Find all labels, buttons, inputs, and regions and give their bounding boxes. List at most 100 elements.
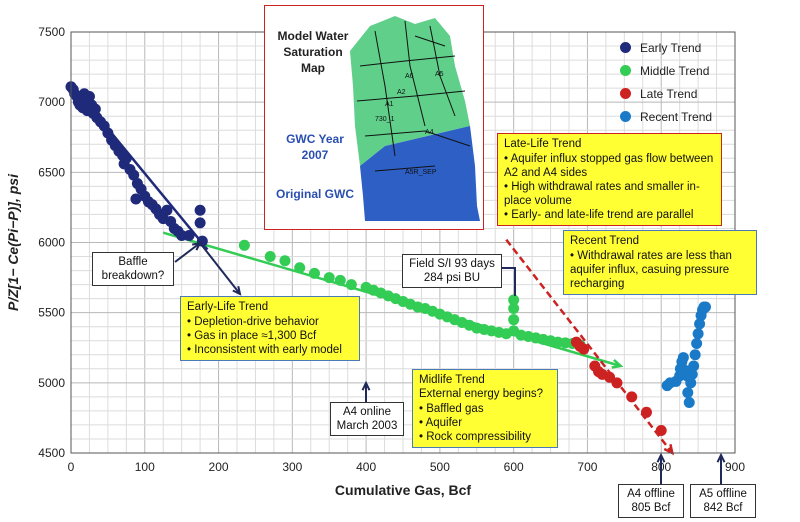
- y-tick-label: 4500: [38, 446, 65, 460]
- legend-label: Late Trend: [640, 86, 698, 101]
- a4-online-arrow-head: [361, 380, 371, 391]
- point-recent-trend: [694, 318, 706, 330]
- point-recent-trend: [682, 387, 694, 399]
- callout-bullet: Aquifer: [419, 416, 551, 430]
- legend-label: Middle Trend: [640, 63, 710, 78]
- a5-offline-line2: 842 Bcf: [703, 502, 743, 514]
- map-fault-lines: [356, 20, 471, 172]
- legend-marker: [620, 88, 631, 99]
- legend-label: Recent Trend: [640, 109, 713, 124]
- map-well-label: A1: [385, 101, 394, 108]
- x-tick-label: 700: [577, 460, 597, 474]
- midlife-trend-callout: Midlife Trend External energy begins? Ba…: [412, 369, 558, 448]
- a5-offline-label: A5 offline 842 Bcf: [690, 484, 756, 518]
- y-tick-label: 6000: [38, 236, 65, 250]
- baffle-arrow: [174, 242, 201, 263]
- early-life-trend-callout: Early-Life Trend Depletion-drive behavio…: [180, 296, 360, 361]
- y-tick-label: 6500: [38, 165, 65, 179]
- point-late-trend: [655, 425, 667, 437]
- callout-bullet: Rock compressibility: [419, 430, 551, 444]
- y-axis-title: P/Z[1− Ce(Pi−P)], psi: [5, 173, 21, 311]
- callout-bullets: Depletion-drive behavior Gas in place ≈1…: [187, 315, 353, 357]
- legend-label: Early Trend: [640, 40, 702, 55]
- callout-title: Late-Life Trend: [504, 138, 582, 150]
- point-recent-trend: [677, 352, 689, 364]
- legend-item-early: Early Trend: [620, 36, 712, 59]
- map-graphic: A6 A5 A2 730_1 A4 A5R_SEP A1: [350, 16, 480, 221]
- point-recent-trend: [685, 377, 697, 389]
- map-well-label: A5R_SEP: [405, 169, 437, 176]
- point-early-trend: [161, 204, 173, 216]
- y-tick-labels: 4500 5000 5500 6000 6500 7000 7500: [38, 25, 65, 460]
- x-tick-label: 900: [725, 460, 745, 474]
- legend-item-recent: Recent Trend: [620, 105, 712, 128]
- point-recent-trend: [686, 368, 698, 380]
- x-tick-label: 0: [68, 460, 75, 474]
- point-middle-trend: [508, 314, 520, 326]
- x-tick-label: 500: [430, 460, 450, 474]
- a4-online-label: A4 online March 2003: [330, 402, 404, 436]
- early-life-arrow-head: [232, 285, 242, 296]
- map-well-label: A2: [397, 89, 406, 96]
- map-well-label: 730_1: [375, 116, 395, 123]
- callout-bullet: Baffled gas: [419, 402, 551, 416]
- point-middle-trend: [508, 294, 520, 306]
- a4-online-line2: March 2003: [336, 420, 398, 432]
- callout-bullet: Depletion-drive behavior: [187, 315, 353, 329]
- callout-bullets: Baffled gas Aquifer Rock compressibility: [419, 402, 551, 444]
- legend-item-late: Late Trend: [620, 82, 712, 105]
- callout-bullet: Early- and late-life trend are parallel: [504, 208, 715, 222]
- point-middle-trend: [294, 262, 306, 274]
- x-tick-label: 400: [356, 460, 376, 474]
- x-tick-label: 600: [504, 460, 524, 474]
- field-si-line1: Field S/I 93 days: [409, 258, 495, 270]
- point-middle-trend: [308, 267, 320, 279]
- x-tick-label: 100: [135, 460, 155, 474]
- point-recent-trend: [683, 396, 695, 408]
- map-well-label: A5: [435, 71, 444, 78]
- point-middle-trend: [345, 279, 357, 291]
- a4-offline-arrow-head: [656, 452, 666, 463]
- y-tick-label: 7500: [38, 25, 65, 39]
- map-gwc-2007-label: GWC Year 2007: [286, 132, 344, 162]
- point-early-trend: [120, 152, 132, 164]
- map-blue-zone: [360, 126, 480, 221]
- early-life-arrow: [199, 242, 241, 295]
- map-well-label: A4: [425, 129, 434, 136]
- point-recent-trend: [689, 349, 701, 361]
- point-recent-trend: [688, 360, 700, 372]
- legend: Early Trend Middle Trend Late Trend Rece…: [620, 36, 712, 128]
- callout-title: Recent Trend: [570, 235, 640, 247]
- point-early-trend: [89, 103, 101, 115]
- late-life-trend-callout: Late-Life Trend Aquifer influx stopped g…: [497, 133, 722, 226]
- a4-offline-line1: A4 offline: [627, 488, 675, 500]
- point-early-trend: [183, 229, 195, 241]
- x-axis-title: Cumulative Gas, Bcf: [335, 482, 471, 498]
- x-tick-labels: 0100200300400500600700800900: [68, 460, 746, 474]
- point-early-trend: [194, 217, 206, 229]
- annotation-arrows: [174, 241, 726, 484]
- recent-trend-callout: Recent Trend Withdrawal rates are less t…: [563, 230, 757, 295]
- point-late-trend: [626, 391, 638, 403]
- map-well-label: A6: [405, 73, 414, 80]
- point-middle-trend: [238, 239, 250, 251]
- legend-item-middle: Middle Trend: [620, 59, 712, 82]
- field-shut-in-label: Field S/I 93 days 284 psi BU: [402, 254, 502, 288]
- a4-offline-label: A4 offline 805 Bcf: [618, 484, 684, 518]
- field-si-line2: 284 psi BU: [423, 272, 481, 284]
- callout-title: Midlife Trend: [419, 374, 485, 386]
- a4-offline-line2: 805 Bcf: [631, 502, 671, 514]
- a4-online-line1: A4 online: [343, 406, 391, 418]
- callout-title: Early-Life Trend: [187, 301, 269, 313]
- point-middle-trend: [334, 274, 346, 286]
- legend-marker: [620, 65, 631, 76]
- point-early-trend: [194, 204, 206, 216]
- baffle-text: Baffle breakdown?: [101, 256, 165, 282]
- map-green-zone: [350, 16, 470, 166]
- point-recent-trend: [692, 328, 704, 340]
- a5-offline-line1: A5 offline: [699, 488, 747, 500]
- point-middle-trend: [508, 302, 520, 314]
- point-middle-trend: [264, 251, 276, 263]
- point-early-trend: [128, 169, 140, 181]
- map-title: Model Water Saturation Map: [277, 29, 349, 75]
